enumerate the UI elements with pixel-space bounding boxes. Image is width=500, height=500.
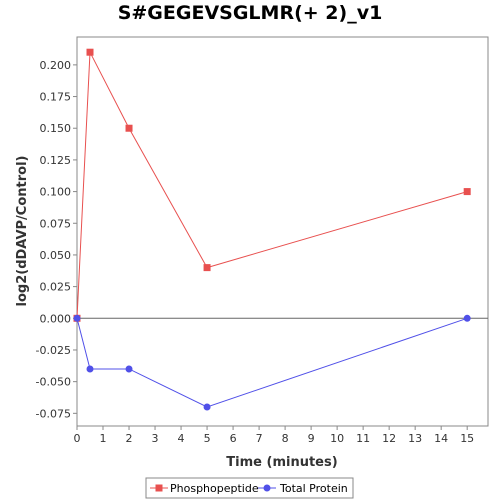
- y-tick-label: 0.175: [40, 91, 72, 104]
- x-tick-label: 7: [256, 432, 263, 445]
- legend: Phosphopeptide Total Protein: [146, 478, 353, 498]
- x-tick-label: 13: [408, 432, 422, 445]
- y-tick-label: 0.000: [40, 312, 72, 325]
- x-tick-label: 1: [100, 432, 107, 445]
- y-tick-label: 0.125: [40, 154, 72, 167]
- y-tick-label: 0.200: [40, 59, 72, 72]
- x-tick-label: 12: [382, 432, 396, 445]
- data-point: [126, 125, 133, 132]
- x-tick-label: 3: [152, 432, 159, 445]
- x-tick-label: 4: [178, 432, 185, 445]
- data-point: [126, 365, 133, 372]
- x-tick-label: 10: [330, 432, 344, 445]
- data-point: [464, 188, 471, 195]
- x-tick-label: 9: [308, 432, 315, 445]
- legend-swatch-marker: [156, 485, 163, 492]
- data-point: [204, 403, 211, 410]
- plot-area: [77, 37, 488, 426]
- x-tick-label: 11: [356, 432, 370, 445]
- x-tick-label: 0: [74, 432, 81, 445]
- data-point: [204, 264, 211, 271]
- legend-label: Phosphopeptide: [170, 482, 259, 495]
- y-tick-label: 0.025: [40, 281, 72, 294]
- y-tick-label: 0.150: [40, 122, 72, 135]
- x-tick-label: 14: [434, 432, 448, 445]
- y-tick-label: 0.050: [40, 249, 72, 262]
- x-axis-title: Time (minutes): [226, 455, 337, 470]
- x-tick-label: 8: [282, 432, 289, 445]
- legend-label: Total Protein: [279, 482, 348, 495]
- data-point: [87, 365, 94, 372]
- y-tick-label: -0.075: [36, 407, 71, 420]
- legend-swatch-marker: [264, 485, 271, 492]
- y-tick-label: 0.100: [40, 186, 72, 199]
- x-tick-label: 2: [126, 432, 133, 445]
- y-axis-title: log2(dDAVP/Control): [15, 156, 30, 307]
- y-tick-label: -0.050: [36, 376, 71, 389]
- x-tick-label: 6: [230, 432, 237, 445]
- data-point: [464, 315, 471, 322]
- y-tick-label: -0.025: [36, 344, 71, 357]
- data-point: [87, 49, 94, 56]
- x-tick-label: 15: [460, 432, 474, 445]
- y-tick-label: 0.075: [40, 217, 72, 230]
- x-tick-label: 5: [204, 432, 211, 445]
- data-point: [74, 315, 81, 322]
